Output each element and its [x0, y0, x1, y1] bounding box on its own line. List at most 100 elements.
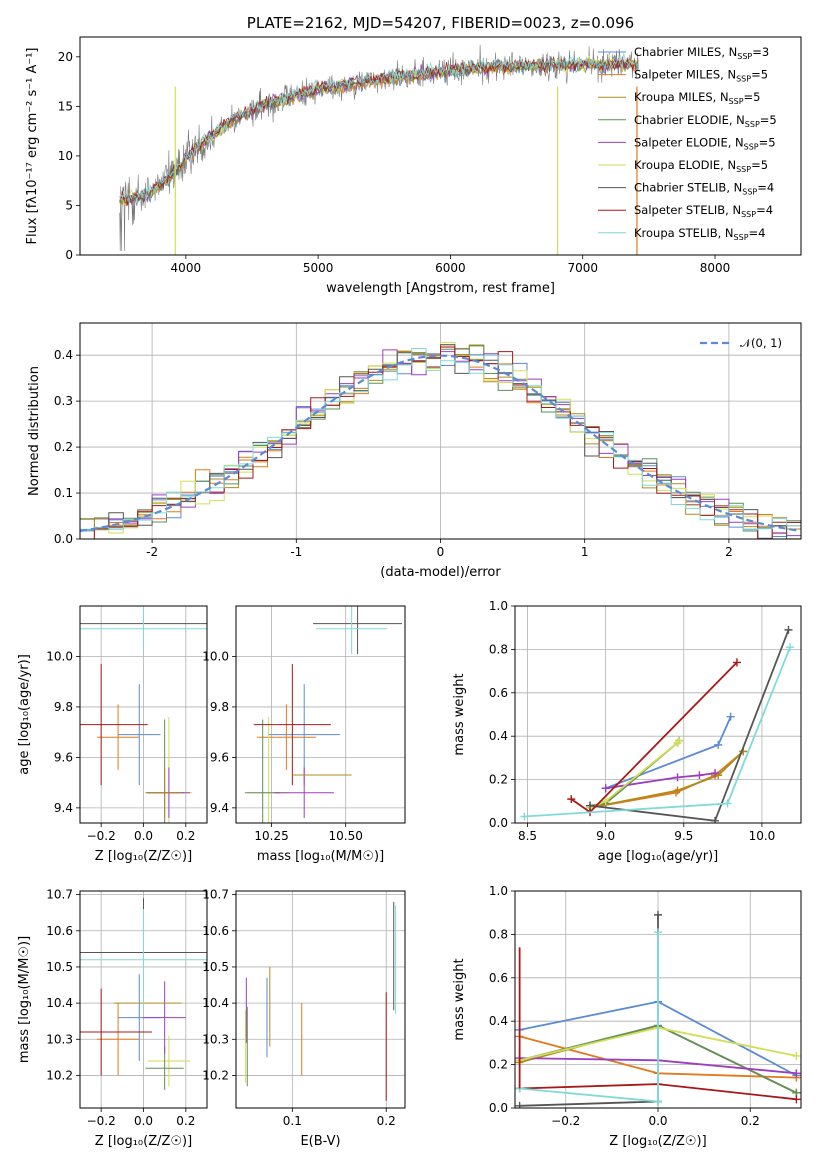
- legend-suffix: =3: [752, 45, 769, 59]
- y-axis-label: Normed distribution: [27, 366, 42, 496]
- data-point: [80, 606, 207, 654]
- data-point: [80, 664, 148, 786]
- legend-label: Kroupa ELODIE, N: [634, 158, 736, 172]
- y-tick-label: 0.4: [489, 729, 508, 743]
- y-tick-label: 10.0: [46, 649, 73, 663]
- legend-suffix: =5: [751, 158, 768, 172]
- data-point: [118, 684, 161, 786]
- chart-title: PLATE=2162, MJD=54207, FIBERID=0023, z=0…: [247, 14, 634, 32]
- x-axis-label: Z [log₁₀(Z/Z☉)]: [609, 1134, 706, 1149]
- y-tick-label: 0.3: [54, 394, 73, 408]
- y-axis-label: age [log₁₀(age/yr)]: [17, 654, 32, 775]
- legend-suffix: =5: [751, 68, 768, 82]
- series-marker: [520, 812, 529, 821]
- panel-mass-vs-Z: −0.2 0.0 0.2 10.2 10.3 10.4 10.5 10.6 10.7 Z [log…: [17, 888, 208, 1149]
- legend-suffix: =4: [749, 226, 766, 240]
- y-tick-label: 0.4: [489, 1014, 508, 1028]
- legend-entry: Chabrier ELODIE, NSSP=5: [634, 113, 777, 129]
- x-tick-label: 9.5: [674, 829, 693, 843]
- x-tick-label: 8.5: [518, 829, 537, 843]
- plot-area: [80, 891, 207, 1108]
- x-tick-label: 0.0: [134, 1114, 153, 1128]
- x-tick-label: 1: [581, 545, 589, 559]
- y-tick-label: 10.4: [202, 996, 229, 1010]
- y-tick-label: 0.8: [489, 927, 508, 941]
- x-tick-label: 5000: [303, 261, 334, 275]
- legend-entry: Salpeter ELODIE, NSSP=5: [634, 135, 776, 151]
- legend-label: Chabrier STELIB, N: [634, 181, 742, 195]
- legend-sub: SSP: [729, 97, 744, 106]
- panel-residuals: -2 -1 0 1 2 0.0 0.1 0.2 0.3 0.4 (data-model)/error…: [27, 322, 802, 580]
- data-layer: [244, 901, 397, 1101]
- panel-age-vs-Z: −0.2 0.0 0.2 9.4 9.6 9.8 10.0 Z [log₁₀(Z/Z☉)] ag…: [17, 605, 208, 864]
- legend-label: Salpeter MILES, N: [634, 68, 736, 82]
- x-tick-label: 0.2: [377, 1114, 396, 1128]
- legend-entry: Kroupa MILES, NSSP=5: [634, 90, 760, 106]
- legend-label: Kroupa STELIB, N: [634, 226, 734, 240]
- x-tick-label: 0.2: [176, 829, 195, 843]
- data-point: [274, 767, 334, 818]
- panel-spectrum: 4000 5000 6000 7000 8000 0 5 10 15 20 wavelength […: [25, 14, 802, 296]
- legend-suffix: =5: [744, 90, 761, 104]
- series-marker: [601, 784, 610, 793]
- x-axis-label: mass [log₁₀(M/M☉)]: [257, 849, 384, 864]
- series-line: [519, 914, 659, 1107]
- y-tick-label: 10.3: [46, 1032, 73, 1046]
- x-axis-label: age [log₁₀(age/yr)]: [598, 849, 719, 864]
- axes-frame: [235, 605, 406, 824]
- plot-area: [515, 606, 801, 823]
- legend-sub: SSP: [734, 233, 749, 242]
- data-layer: [80, 341, 801, 539]
- axes-frame: [79, 36, 802, 256]
- y-tick-label: 0.0: [54, 532, 73, 546]
- x-axis-label: E(B-V): [300, 1134, 340, 1149]
- x-tick-label: -1: [290, 545, 302, 559]
- y-tick-label: 10: [58, 149, 73, 163]
- data-point: [147, 767, 182, 818]
- y-tick-label: 10.5: [202, 960, 229, 974]
- y-axis-label: Flux [fλ10⁻¹⁷ erg cm⁻² s⁻¹ A⁻¹]: [25, 48, 40, 245]
- grid: [236, 891, 405, 1108]
- series-line: [524, 646, 791, 818]
- x-tick-label: 0.0: [648, 1114, 667, 1128]
- series-marker: [673, 773, 682, 782]
- x-tick-label: 6000: [435, 261, 466, 275]
- series-line: [519, 932, 659, 1103]
- data-point: [147, 1035, 191, 1087]
- series-line: [605, 772, 716, 790]
- legend-sub: SSP: [736, 165, 751, 174]
- y-tick-label: 10.3: [202, 1032, 229, 1046]
- y-tick-label: 0.2: [489, 1058, 508, 1072]
- x-tick-label: 8000: [700, 261, 731, 275]
- plot-area: [80, 323, 801, 539]
- plot-area: [236, 891, 405, 1108]
- series-marker: [601, 797, 610, 806]
- data-point: [253, 664, 331, 786]
- data-point: [80, 988, 152, 1076]
- x-axis-label: Z [log₁₀(Z/Z☉)]: [95, 1134, 192, 1149]
- series-line: [589, 739, 680, 807]
- series-line: [570, 661, 738, 814]
- x-tick-label: 10.50: [329, 829, 363, 843]
- series-marker: [711, 769, 720, 778]
- series-marker: [567, 795, 576, 804]
- series-marker: [792, 1069, 801, 1078]
- data-point: [96, 1003, 140, 1076]
- y-tick-label: 0.6: [489, 686, 508, 700]
- x-tick-label: 7000: [567, 261, 598, 275]
- legend-label: Salpeter STELIB, N: [634, 203, 741, 217]
- y-tick-label: 10.0: [202, 649, 229, 663]
- legend-sub: SSP: [736, 75, 751, 84]
- x-tick-label: 0.2: [176, 1114, 195, 1128]
- panel-age-vs-mass: 10.25 10.50 9.4 9.6 9.8 10.0 mass [log₁₀(M/M☉)…: [202, 605, 406, 864]
- y-tick-label: 10.4: [46, 996, 73, 1010]
- x-axis-label: wavelength [Angstrom, rest frame]: [326, 281, 555, 296]
- legend-entry: Salpeter MILES, NSSP=5: [634, 68, 768, 84]
- legend-sub: SSP: [745, 120, 760, 129]
- model-spectrum: [119, 52, 639, 203]
- data-layer: [520, 625, 795, 823]
- x-tick-label: 0: [437, 545, 445, 559]
- legend-entry: Kroupa STELIB, NSSP=4: [634, 226, 765, 242]
- y-axis-label: mass weight: [452, 673, 467, 755]
- data-point: [256, 704, 317, 771]
